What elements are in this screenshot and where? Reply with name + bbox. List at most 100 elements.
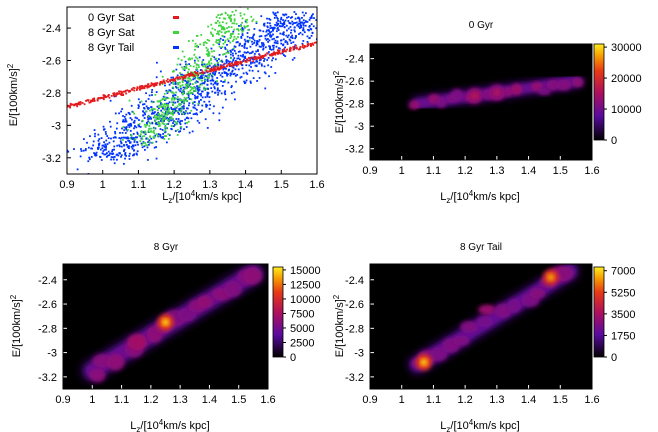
scatter-point bbox=[125, 120, 128, 123]
scatter-point bbox=[193, 59, 196, 62]
scatter-point bbox=[223, 27, 225, 29]
scatter-point bbox=[250, 66, 252, 68]
scatter-point bbox=[79, 101, 82, 103]
scatter-point bbox=[228, 26, 230, 28]
scatter-point bbox=[231, 49, 234, 51]
scatter-point bbox=[181, 101, 183, 103]
scatter-point bbox=[163, 112, 166, 115]
scatter-point bbox=[258, 59, 261, 61]
scatter-point bbox=[259, 56, 262, 59]
scatter-point bbox=[155, 157, 158, 160]
scatter-point bbox=[179, 72, 181, 74]
scatter-point bbox=[267, 51, 270, 53]
scatter-point bbox=[226, 74, 229, 77]
scatter-point bbox=[238, 58, 241, 61]
scatter-point bbox=[251, 58, 254, 60]
scatter-point bbox=[286, 43, 289, 45]
scatter-point bbox=[133, 87, 136, 90]
scatter-point bbox=[77, 103, 80, 106]
scatter-point bbox=[194, 71, 196, 73]
scatter-point bbox=[148, 139, 151, 142]
scatter-point bbox=[239, 54, 242, 57]
scatter-point bbox=[274, 14, 277, 17]
scatter-point bbox=[303, 21, 306, 24]
scatter-point bbox=[272, 28, 274, 31]
scatter-point bbox=[178, 104, 181, 107]
scatter-point bbox=[109, 120, 111, 123]
scatter-point bbox=[241, 17, 244, 20]
scatter-point bbox=[136, 131, 139, 134]
scatter-point bbox=[141, 135, 144, 138]
scatter-point bbox=[198, 121, 201, 124]
scatter-point bbox=[213, 86, 216, 88]
scatter-point bbox=[127, 139, 130, 142]
scatter-point bbox=[180, 99, 183, 102]
scatter-point bbox=[166, 92, 169, 95]
scatter-point bbox=[126, 146, 129, 148]
scatter-point bbox=[108, 96, 111, 99]
scatter-point bbox=[120, 136, 123, 139]
scatter-point bbox=[156, 109, 159, 112]
scatter-point bbox=[245, 71, 248, 74]
scatter-point bbox=[194, 73, 197, 76]
scatter-point bbox=[130, 88, 133, 91]
scatter-point bbox=[299, 31, 302, 34]
scatter-point bbox=[163, 92, 166, 95]
scatter-point bbox=[201, 90, 203, 93]
scatter-point bbox=[282, 33, 285, 36]
scatter-point bbox=[260, 64, 263, 67]
scatter-point bbox=[227, 73, 229, 76]
scatter-point bbox=[206, 91, 209, 94]
scatter-point bbox=[216, 83, 219, 86]
scatter-point bbox=[247, 28, 250, 31]
scatter-point bbox=[178, 76, 181, 79]
scatter-point bbox=[135, 152, 138, 155]
scatter-point bbox=[130, 124, 133, 127]
scatter-point bbox=[272, 33, 274, 36]
scatter-point bbox=[260, 58, 262, 61]
scatter-point bbox=[156, 114, 159, 116]
scatter-point bbox=[156, 115, 159, 118]
scatter-point bbox=[290, 31, 292, 34]
scatter-point bbox=[256, 80, 259, 82]
colorbar-tick-label: 7500 bbox=[290, 308, 314, 320]
scatter-point bbox=[164, 127, 167, 129]
scatter-point bbox=[196, 85, 198, 87]
panel-title-h8: 8 Gyr bbox=[154, 242, 179, 253]
scatter-point bbox=[210, 62, 213, 65]
scatter-point bbox=[284, 41, 287, 43]
scatter-point bbox=[104, 143, 107, 146]
scatter-point bbox=[312, 43, 315, 46]
scatter-point bbox=[313, 41, 316, 44]
scatter-point bbox=[110, 158, 112, 161]
scatter-point bbox=[246, 39, 249, 42]
scatter-point bbox=[206, 63, 209, 66]
scatter-point bbox=[229, 60, 231, 63]
scatter-point bbox=[167, 90, 170, 93]
colorbar-tick-label: 5250 bbox=[611, 287, 635, 299]
scatter-point bbox=[262, 48, 264, 51]
scatter-point bbox=[208, 67, 211, 70]
scatter-point bbox=[274, 72, 277, 74]
legend-label-0gyr: 0 Gyr Sat bbox=[88, 12, 134, 24]
scatter-point bbox=[221, 106, 224, 109]
scatter-point bbox=[217, 64, 220, 67]
scatter-point bbox=[173, 111, 176, 114]
scatter-point bbox=[134, 116, 137, 119]
scatter-point bbox=[162, 80, 165, 83]
scatter-point bbox=[267, 29, 270, 31]
scatter-point bbox=[173, 108, 175, 110]
colorbar-tick-label: 15000 bbox=[290, 265, 321, 277]
scatter-point bbox=[185, 117, 188, 119]
scatter-point bbox=[287, 16, 290, 18]
x-tick-label: 1.1 bbox=[131, 179, 146, 191]
scatter-point bbox=[163, 138, 166, 140]
scatter-point bbox=[114, 136, 117, 139]
scatter-point bbox=[85, 99, 87, 102]
scatter-point bbox=[153, 108, 156, 111]
scatter-point bbox=[129, 130, 132, 132]
scatter-point bbox=[132, 132, 135, 135]
scatter-point bbox=[275, 21, 278, 24]
scatter-point bbox=[203, 88, 206, 91]
scatter-point bbox=[237, 28, 239, 31]
